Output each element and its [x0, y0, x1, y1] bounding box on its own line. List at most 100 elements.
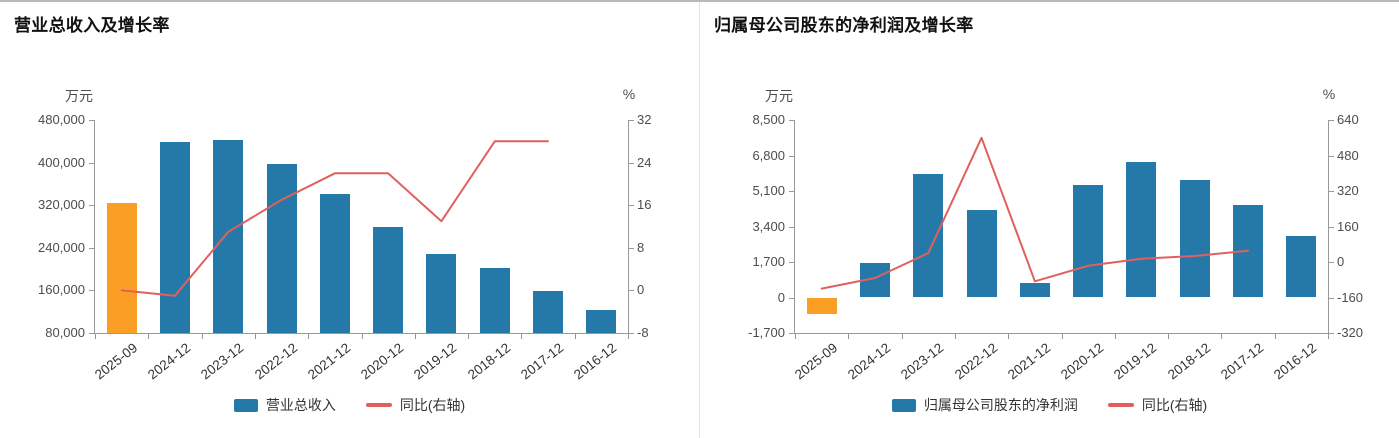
- x-axis-tick: [1221, 334, 1223, 339]
- x-axis-tick: [1008, 334, 1010, 339]
- legend: 营业总收入 同比(右轴): [0, 395, 699, 415]
- x-axis-tick: [1274, 334, 1276, 339]
- left-axis-tick-label: 5,100: [752, 183, 785, 198]
- x-axis-tick: [95, 334, 96, 339]
- bar-2022-12[interactable]: [266, 163, 297, 333]
- bar-2023-12[interactable]: [913, 174, 944, 298]
- x-axis-line: [94, 333, 629, 334]
- left-axis-tick-label: 240,000: [38, 239, 85, 255]
- right-axis-tick-label: 16: [637, 197, 652, 213]
- panel-divider: [699, 2, 700, 438]
- x-axis-tick: [414, 334, 416, 339]
- right-axis-tick: [1329, 120, 1334, 121]
- left-axis-tick: [789, 191, 794, 192]
- left-axis-tick: [789, 262, 794, 263]
- x-axis-tick: [254, 334, 256, 339]
- bar-2024-12[interactable]: [159, 142, 190, 333]
- bar-2016-12[interactable]: [586, 310, 617, 333]
- x-axis-tick: [148, 334, 150, 339]
- x-axis-tick: [901, 334, 903, 339]
- bar-2020-12[interactable]: [373, 227, 404, 333]
- right-axis-tick: [629, 290, 634, 292]
- left-axis-tick: [789, 120, 794, 121]
- left-axis-tick-label: 8,500: [752, 112, 785, 127]
- right-axis-tick: [629, 120, 634, 121]
- legend-item-revenue[interactable]: 营业总收入: [233, 395, 336, 415]
- left-axis-tick-label: 0: [777, 289, 785, 305]
- x-axis-tick: [1061, 334, 1063, 339]
- right-axis-line: [1328, 120, 1329, 333]
- right-axis-tick-label: -8: [637, 325, 649, 340]
- bar-2016-12[interactable]: [1286, 235, 1317, 298]
- revenue-chart-panel: 营业总收入及增长率 万元 % 480,000 400,000 320,000 240,…: [0, 2, 699, 438]
- bar-2022-12[interactable]: [966, 209, 997, 298]
- right-axis-tick-label: -320: [1337, 325, 1364, 340]
- bar-2020-12[interactable]: [1073, 184, 1104, 298]
- bar-2017-12[interactable]: [1233, 204, 1264, 298]
- x-axis-tick: [795, 334, 796, 339]
- right-axis-unit-label: %: [1322, 86, 1336, 102]
- right-axis-tick: [629, 247, 634, 249]
- right-axis-tick-label: 8: [637, 239, 645, 255]
- left-axis-line: [94, 120, 95, 333]
- right-axis-tick-label: 0: [637, 282, 645, 298]
- bar-2017-12[interactable]: [533, 290, 564, 333]
- left-axis-tick: [89, 205, 94, 207]
- legend-label: 同比(右轴): [399, 397, 466, 413]
- legend-label: 同比(右轴): [1141, 397, 1208, 413]
- legend-label: 营业总收入: [265, 397, 336, 413]
- left-axis-tick-label: 3,400: [752, 218, 785, 234]
- left-axis-tick: [789, 333, 794, 334]
- right-axis-tick: [629, 205, 634, 207]
- bar-2018-12[interactable]: [479, 267, 510, 333]
- bar-2024-12[interactable]: [859, 263, 890, 298]
- right-axis-tick-label: 32: [637, 112, 652, 127]
- x-axis-tick: [468, 334, 470, 339]
- bar-series-swatch: [233, 398, 258, 412]
- bar-2021-12[interactable]: [319, 194, 350, 333]
- left-axis-tick: [89, 162, 94, 164]
- right-axis-unit-label: %: [622, 86, 636, 102]
- left-axis-tick-label: 400,000: [38, 154, 85, 170]
- bar-2019-12[interactable]: [1126, 161, 1157, 298]
- right-axis-tick: [629, 162, 634, 164]
- net-profit-chart-plot: 8,500 6,800 5,100 3,400 1,700 0 -1,700 640 480 32…: [700, 2, 1399, 438]
- x-axis-tick: [201, 334, 203, 339]
- x-axis-tick: [308, 334, 310, 339]
- left-axis-tick-label: 80,000: [45, 325, 85, 340]
- left-axis-tick-label: 160,000: [38, 282, 85, 298]
- bar-2019-12[interactable]: [426, 253, 457, 333]
- bar-2023-12[interactable]: [213, 139, 244, 333]
- left-axis-tick: [789, 297, 794, 299]
- left-axis-tick-label: 320,000: [38, 197, 85, 213]
- left-axis-tick-label: -1,700: [748, 325, 785, 340]
- right-axis-tick-label: -160: [1337, 289, 1364, 305]
- right-axis-tick: [1329, 155, 1334, 157]
- left-axis-unit-label: 万元: [765, 88, 793, 104]
- right-axis-tick-label: 24: [637, 154, 652, 170]
- legend-item-yoy[interactable]: 同比(右轴): [365, 395, 466, 415]
- bar-2021-12[interactable]: [1019, 282, 1050, 298]
- x-axis-tick: [361, 334, 363, 339]
- bar-2018-12[interactable]: [1179, 179, 1210, 298]
- x-axis-tick: [521, 334, 523, 339]
- left-axis-tick-label: 480,000: [38, 112, 85, 127]
- bar-2025-09[interactable]: [106, 203, 137, 333]
- x-axis-tick: [954, 334, 956, 339]
- net-profit-chart-panel: 归属母公司股东的净利润及增长率 万元 % 8,500 6,800 5,100 3,40…: [700, 2, 1399, 438]
- legend-item-net-profit[interactable]: 归属母公司股东的净利润: [891, 395, 1078, 415]
- left-axis-tick: [89, 290, 94, 292]
- x-axis-tick: [628, 334, 629, 339]
- left-axis-tick: [789, 155, 794, 157]
- legend-item-yoy[interactable]: 同比(右轴): [1107, 395, 1208, 415]
- x-axis-tick: [1168, 334, 1170, 339]
- x-axis-tick: [574, 334, 576, 339]
- right-axis-tick: [629, 333, 634, 334]
- right-axis-tick: [1329, 333, 1334, 334]
- x-axis-tick: [1328, 334, 1329, 339]
- left-axis-line: [794, 120, 795, 333]
- bar-2025-09[interactable]: [806, 297, 837, 315]
- panel-title: 归属母公司股东的净利润及增长率: [714, 16, 974, 35]
- revenue-chart-plot: 480,000 400,000 320,000 240,000 160,000 80,00…: [0, 2, 699, 438]
